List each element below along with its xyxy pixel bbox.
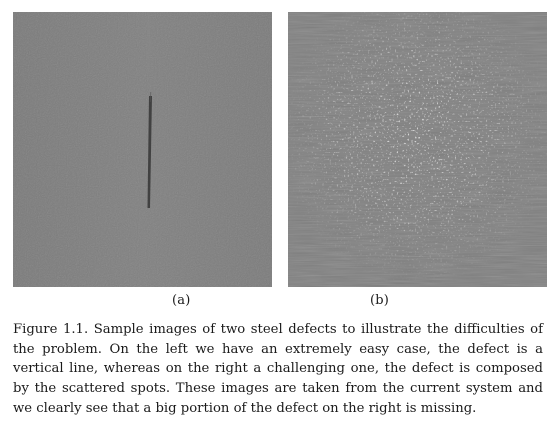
defect-image-a — [13, 12, 272, 287]
vertical-line-defect — [147, 96, 152, 208]
defect-image-b — [288, 12, 547, 287]
scattered-spots-defect — [288, 12, 547, 287]
figure-caption: Figure 1.1. Sample images of two steel d… — [13, 322, 543, 416]
subfigure-label-b: (b) — [370, 293, 390, 308]
subfigure-label-a: (a) — [172, 293, 191, 308]
